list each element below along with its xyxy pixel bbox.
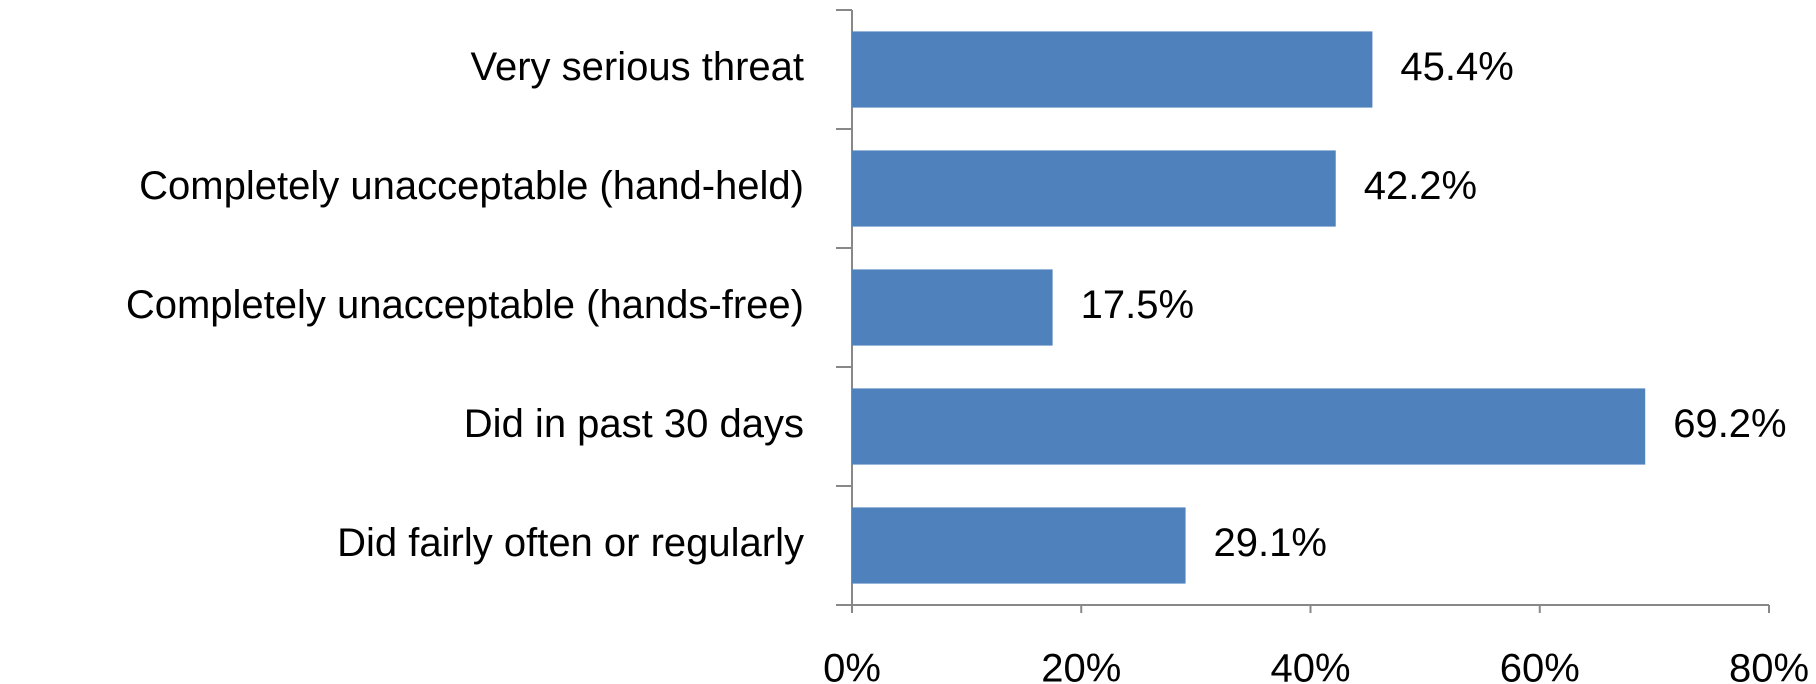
value-label: 69.2% bbox=[1673, 402, 1786, 446]
y-tick-label: Did in past 30 days bbox=[464, 402, 804, 446]
value-label: 42.2% bbox=[1364, 164, 1477, 208]
x-tick-label: 20% bbox=[1041, 647, 1121, 684]
y-tick-label: Completely unacceptable (hands-free) bbox=[126, 283, 804, 327]
x-tick-label: 80% bbox=[1729, 647, 1809, 684]
value-label: 29.1% bbox=[1214, 521, 1327, 565]
bar bbox=[852, 269, 1053, 346]
x-tick-label: 60% bbox=[1500, 647, 1580, 684]
value-label: 17.5% bbox=[1081, 283, 1194, 327]
bar bbox=[852, 507, 1186, 584]
y-tick-label: Completely unacceptable (hand-held) bbox=[139, 164, 804, 208]
bar bbox=[852, 388, 1646, 465]
bar bbox=[852, 150, 1336, 227]
value-label: 45.4% bbox=[1400, 45, 1513, 89]
y-tick-label: Very serious threat bbox=[471, 45, 805, 89]
x-tick-label: 0% bbox=[823, 647, 881, 684]
x-tick-label: 40% bbox=[1270, 647, 1350, 684]
y-tick-label: Did fairly often or regularly bbox=[337, 521, 804, 565]
bar bbox=[852, 31, 1373, 108]
